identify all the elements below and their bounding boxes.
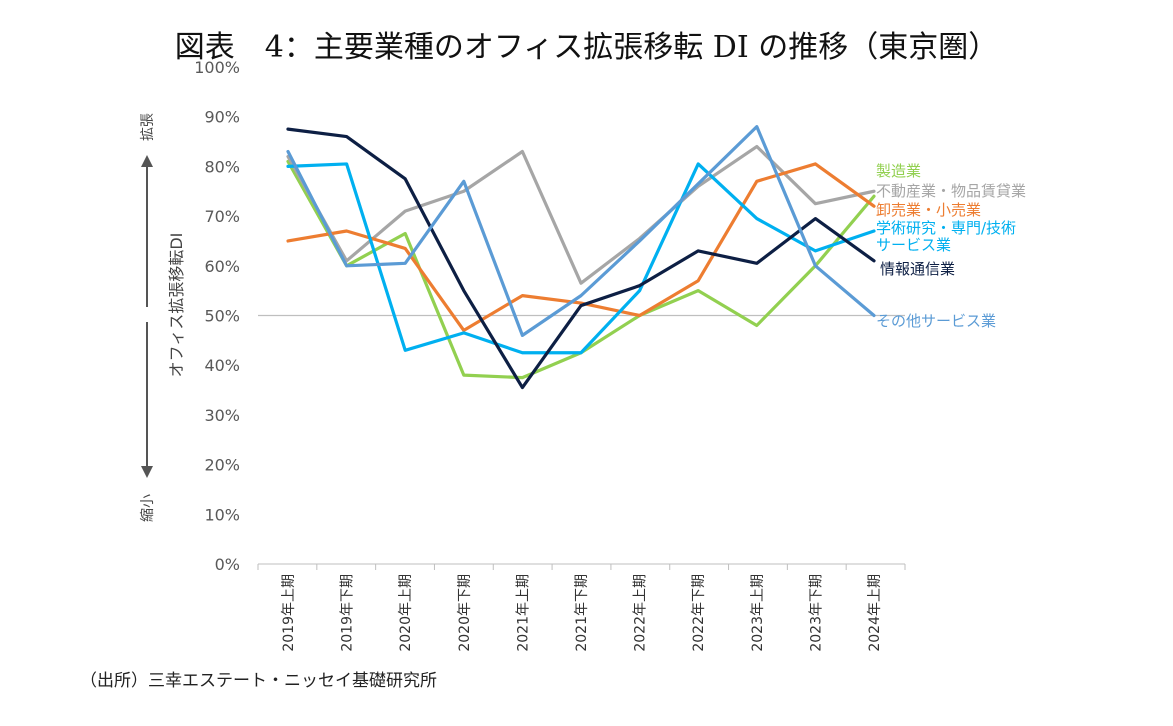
reference-lines [257, 314, 906, 570]
series-line [286, 127, 876, 390]
x-tick-label: 2024年上期 [867, 574, 883, 652]
arrow-up-icon [141, 155, 153, 167]
direction-arrows [141, 155, 153, 478]
x-tick-label: 2021年上期 [515, 574, 531, 652]
x-tick-label: 2022年下期 [691, 574, 707, 652]
legend-label: 卸売業・小売業 [876, 201, 981, 219]
legend-label: 製造業 [876, 162, 921, 180]
y-tick-label: 100% [194, 58, 240, 77]
y-tick-label: 30% [204, 406, 240, 425]
series-line [286, 162, 876, 355]
x-tick-label: 2023年下期 [808, 574, 824, 652]
legend-label: その他サービス業 [876, 312, 996, 330]
chart-title: 図表 4：主要業種のオフィス拡張移転 DI の推移（東京圏） [174, 30, 999, 65]
x-tick-label: 2019年上期 [281, 574, 297, 652]
series-line [286, 125, 876, 337]
legend: 製造業不動産業・物品賃貸業卸売業・小売業学術研究・専門/技術サービス業情報通信業… [876, 162, 1026, 330]
y-tick-label: 60% [204, 257, 240, 276]
y-tick-label: 20% [204, 456, 240, 475]
source-note: （出所）三幸エステート・ニッセイ基礎研究所 [80, 671, 437, 691]
legend-label: 情報通信業 [880, 260, 955, 278]
y-axis-tick-labels: 0% 10% 20% 30% 40% 50% 60% 70% 80% 90% 100% [194, 58, 240, 574]
series-lines [286, 125, 876, 390]
x-tick-label: 2020年下期 [457, 574, 473, 652]
x-tick-label: 2020年上期 [398, 574, 414, 652]
y-tick-label: 80% [204, 157, 240, 176]
legend-label: サービス業 [876, 236, 951, 254]
y-tick-label: 40% [204, 356, 240, 375]
y-tick-label: 50% [204, 307, 240, 326]
y-axis-label: オフィス拡張移転DI [167, 233, 186, 378]
y-tick-label: 90% [204, 108, 240, 127]
side-label-expand: 拡張 [140, 113, 156, 141]
x-tick-label: 2021年下期 [574, 574, 590, 652]
side-label-shrink: 縮小 [140, 494, 156, 522]
y-tick-label: 70% [204, 207, 240, 226]
x-tick-label: 2023年上期 [750, 574, 766, 652]
x-tick-label: 2022年上期 [633, 574, 649, 652]
x-tick-label: 2019年下期 [340, 574, 356, 652]
legend-label: 学術研究・専門/技術 [876, 219, 1016, 237]
x-axis-tick-labels: 2019年上期 2019年下期 2020年上期 2020年下期 2021年上期 2021年… [281, 574, 883, 652]
y-tick-label: 10% [204, 505, 240, 524]
y-tick-label: 0% [215, 555, 240, 574]
legend-label: 不動産業・物品賃貸業 [876, 182, 1026, 200]
series-line [286, 144, 876, 285]
arrow-down-icon [141, 466, 153, 478]
